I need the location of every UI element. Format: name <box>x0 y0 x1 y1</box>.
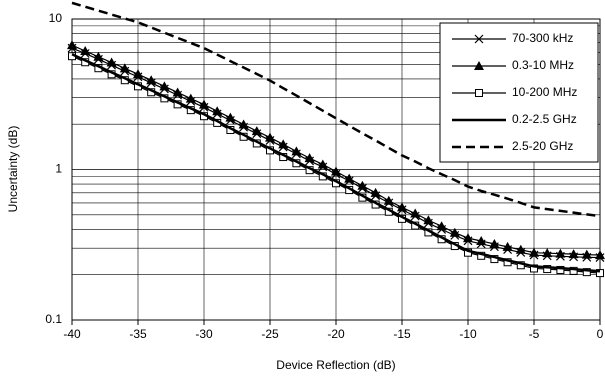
marker-triangle <box>119 63 130 73</box>
marker-triangle <box>595 250 605 260</box>
marker-triangle <box>159 81 170 91</box>
marker-triangle <box>357 180 368 190</box>
marker-triangle <box>278 139 289 149</box>
marker-triangle <box>265 132 275 142</box>
marker-square <box>543 265 552 274</box>
marker-triangle <box>212 106 223 116</box>
marker-triangle <box>370 187 381 197</box>
marker-triangle <box>251 126 262 136</box>
marker-triangle <box>474 61 484 70</box>
marker-triangle <box>502 241 513 251</box>
marker-square <box>475 89 483 97</box>
x-tick-label: -35 <box>129 327 147 341</box>
marker-triangle <box>383 195 394 205</box>
marker-square <box>569 266 578 275</box>
x-tick-label: -15 <box>393 327 411 341</box>
marker-triangle <box>185 93 196 103</box>
marker-triangle <box>449 227 460 237</box>
marker-triangle <box>555 248 566 258</box>
marker-triangle <box>397 202 407 212</box>
marker-triangle <box>436 221 447 231</box>
legend-label: 70-300 kHz <box>512 31 573 45</box>
marker-triangle <box>172 87 183 97</box>
y-tick-label: 1 <box>55 162 62 176</box>
marker-triangle <box>317 159 328 169</box>
marker-square <box>582 268 591 277</box>
marker-triangle <box>331 166 341 176</box>
marker-triangle <box>581 249 592 259</box>
marker-triangle <box>344 173 355 183</box>
x-tick-label: -25 <box>261 327 279 341</box>
marker-triangle <box>291 146 302 156</box>
marker-triangle <box>463 233 473 243</box>
marker-x <box>474 34 484 44</box>
marker-triangle <box>515 244 526 254</box>
x-axis-label: Device Reflection (dB) <box>276 358 395 372</box>
y-tick-label: 0.1 <box>45 312 62 326</box>
legend-label: 0.2-2.5 GHz <box>512 112 577 126</box>
marker-triangle <box>476 235 487 245</box>
legend-label: 0.3-10 MHz <box>512 58 574 72</box>
marker-triangle <box>568 249 579 259</box>
plot-frame <box>71 18 601 321</box>
series-line <box>71 1 601 218</box>
x-tick-label: -5 <box>529 327 540 341</box>
x-tick-label: -40 <box>63 327 81 341</box>
series-line <box>71 53 601 273</box>
marker-triangle <box>489 238 500 248</box>
legend-label: 10-200 MHz <box>512 85 577 99</box>
y-tick-label: 10 <box>49 11 63 25</box>
marker-square <box>530 264 538 273</box>
marker-triangle <box>67 40 77 50</box>
marker-triangle <box>304 153 315 163</box>
marker-square <box>556 265 565 274</box>
y-axis-label: Uncertainty (dB) <box>6 126 20 213</box>
marker-triangle <box>410 208 421 218</box>
x-tick-label: -30 <box>195 327 213 341</box>
marker-triangle <box>542 248 553 258</box>
x-tick-label: 0 <box>597 327 604 341</box>
legend: 70-300 kHz 0.3-10 MHz 10-200 MHz 0.2-2.5 GH… <box>439 22 599 163</box>
marker-triangle <box>80 45 91 55</box>
legend-label: 2.5-20 GHz <box>512 139 573 153</box>
marker-triangle <box>93 51 104 61</box>
marker-triangle <box>225 112 236 122</box>
marker-square <box>596 269 604 278</box>
marker-triangle <box>106 57 117 67</box>
marker-triangle <box>133 69 143 79</box>
marker-triangle <box>146 75 157 85</box>
x-tick-label: -20 <box>327 327 345 341</box>
marker-triangle <box>238 119 249 129</box>
marker-triangle <box>199 99 209 109</box>
x-tick-label: -10 <box>459 327 477 341</box>
marker-triangle <box>423 215 434 225</box>
marker-triangle <box>529 247 539 257</box>
